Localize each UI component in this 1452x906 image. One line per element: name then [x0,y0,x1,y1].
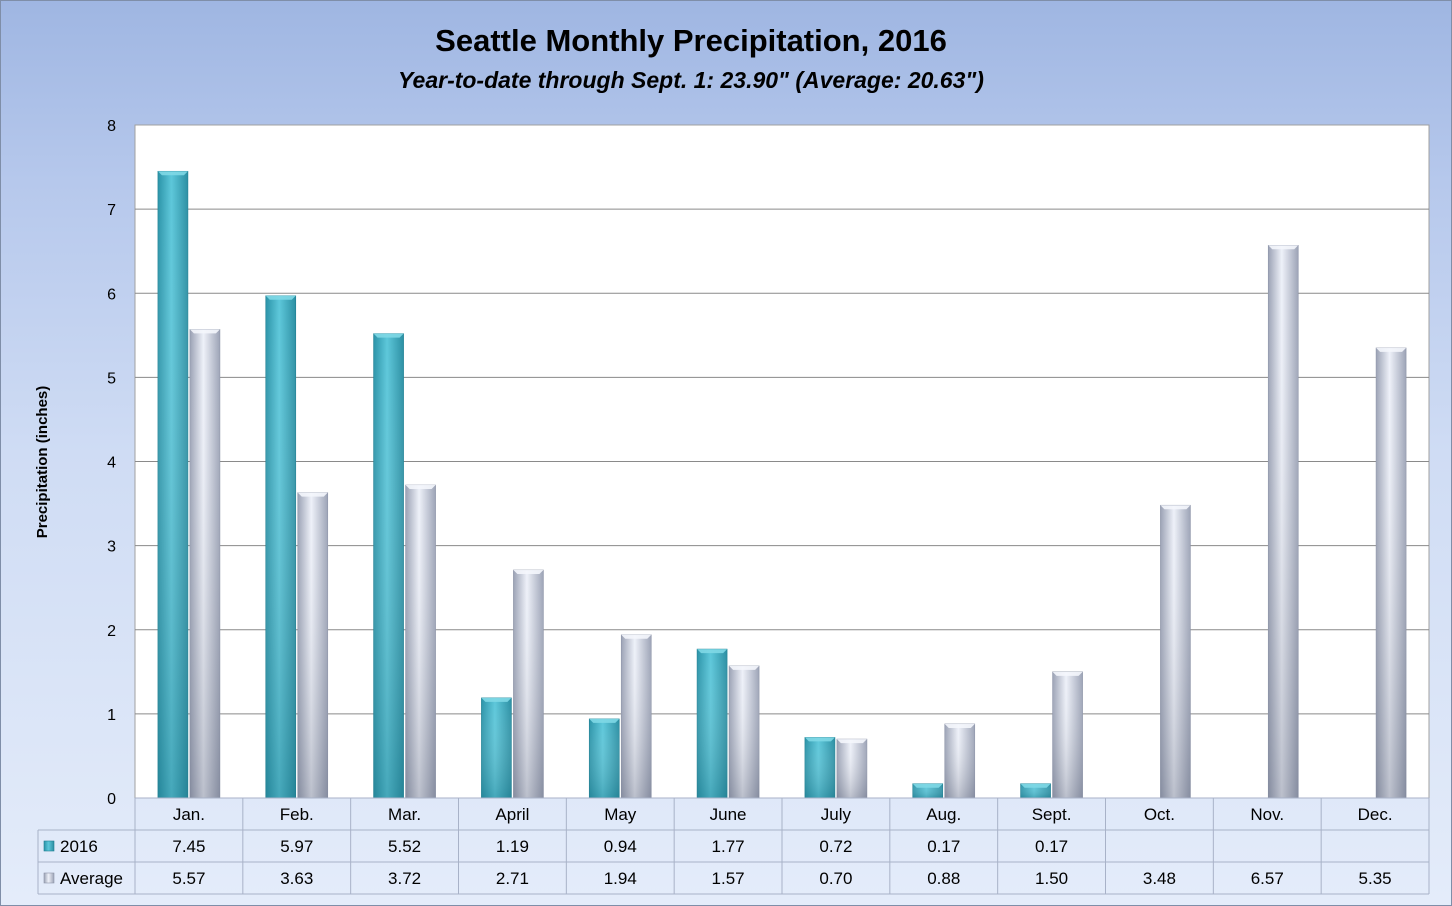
x-category-label: Nov. [1250,805,1284,824]
bar-average-8 [1052,671,1083,799]
legend-key-average [43,872,55,884]
y-tick-label: 1 [107,707,116,724]
table-value: 1.19 [496,837,529,856]
x-category-label: May [604,805,637,824]
table-value: 7.45 [172,837,205,856]
table-value: 0.88 [927,869,960,888]
x-category-label: April [495,805,529,824]
x-category-label: Jan. [173,805,205,824]
table-value: 1.57 [712,869,745,888]
y-tick-label: 6 [107,286,116,303]
bar-2016-7 [912,783,944,799]
bar-2016-0 [157,170,189,799]
bar-average-11 [1375,347,1407,799]
bar-2016-2 [373,333,404,799]
x-category-label: Dec. [1358,805,1393,824]
table-value: 0.17 [927,837,960,856]
table-value: 3.48 [1143,869,1176,888]
y-tick-label: 4 [107,455,116,472]
y-tick-label: 0 [107,791,116,808]
table-value: 5.57 [172,869,205,888]
bar-2016-5 [696,648,728,799]
x-category-label: Feb. [280,805,314,824]
table-value: 5.97 [280,837,313,856]
bar-average-6 [836,738,868,799]
bar-average-0 [189,329,221,799]
x-category-label: Aug. [926,805,961,824]
bar-average-5 [728,665,760,799]
bar-2016-8 [1020,783,1051,799]
table-value: 1.50 [1035,869,1068,888]
table-value: 3.63 [280,869,313,888]
y-tick-label: 7 [107,202,116,219]
x-category-label: Sept. [1032,805,1072,824]
bar-average-10 [1267,244,1299,799]
bar-average-2 [405,484,436,799]
x-category-label: Oct. [1144,805,1175,824]
bar-average-4 [620,634,652,799]
table-value: 3.72 [388,869,421,888]
table-value: 5.35 [1359,869,1392,888]
legend-label-2016: 2016 [60,837,98,856]
bar-average-9 [1160,504,1191,799]
y-tick-label: 5 [107,370,116,387]
x-category-label: July [821,805,852,824]
bar-average-1 [297,492,329,799]
x-category-label: Mar. [388,805,421,824]
table-value: 0.72 [819,837,852,856]
table-value: 6.57 [1251,869,1284,888]
x-category-label: June [710,805,747,824]
y-tick-label: 2 [107,623,116,640]
bar-2016-3 [481,697,512,799]
table-value: 0.70 [819,869,852,888]
table-value: 1.77 [712,837,745,856]
legend-label-average: Average [60,869,123,888]
bar-average-7 [944,723,976,799]
bar-average-3 [513,569,544,799]
chart-subtitle: Year-to-date through Sept. 1: 23.90" (Av… [398,67,984,93]
bar-2016-1 [265,295,297,799]
table-value: 0.17 [1035,837,1068,856]
table-value: 0.94 [604,837,637,856]
y-tick-label: 3 [107,539,116,556]
table-value: 1.94 [604,869,637,888]
y-tick-label: 8 [107,118,116,135]
bar-2016-4 [588,718,620,799]
chart-title: Seattle Monthly Precipitation, 2016 [435,23,947,58]
bar-2016-6 [804,737,836,799]
table-value: 5.52 [388,837,421,856]
table-value: 2.71 [496,869,529,888]
legend-key-2016 [43,840,55,852]
